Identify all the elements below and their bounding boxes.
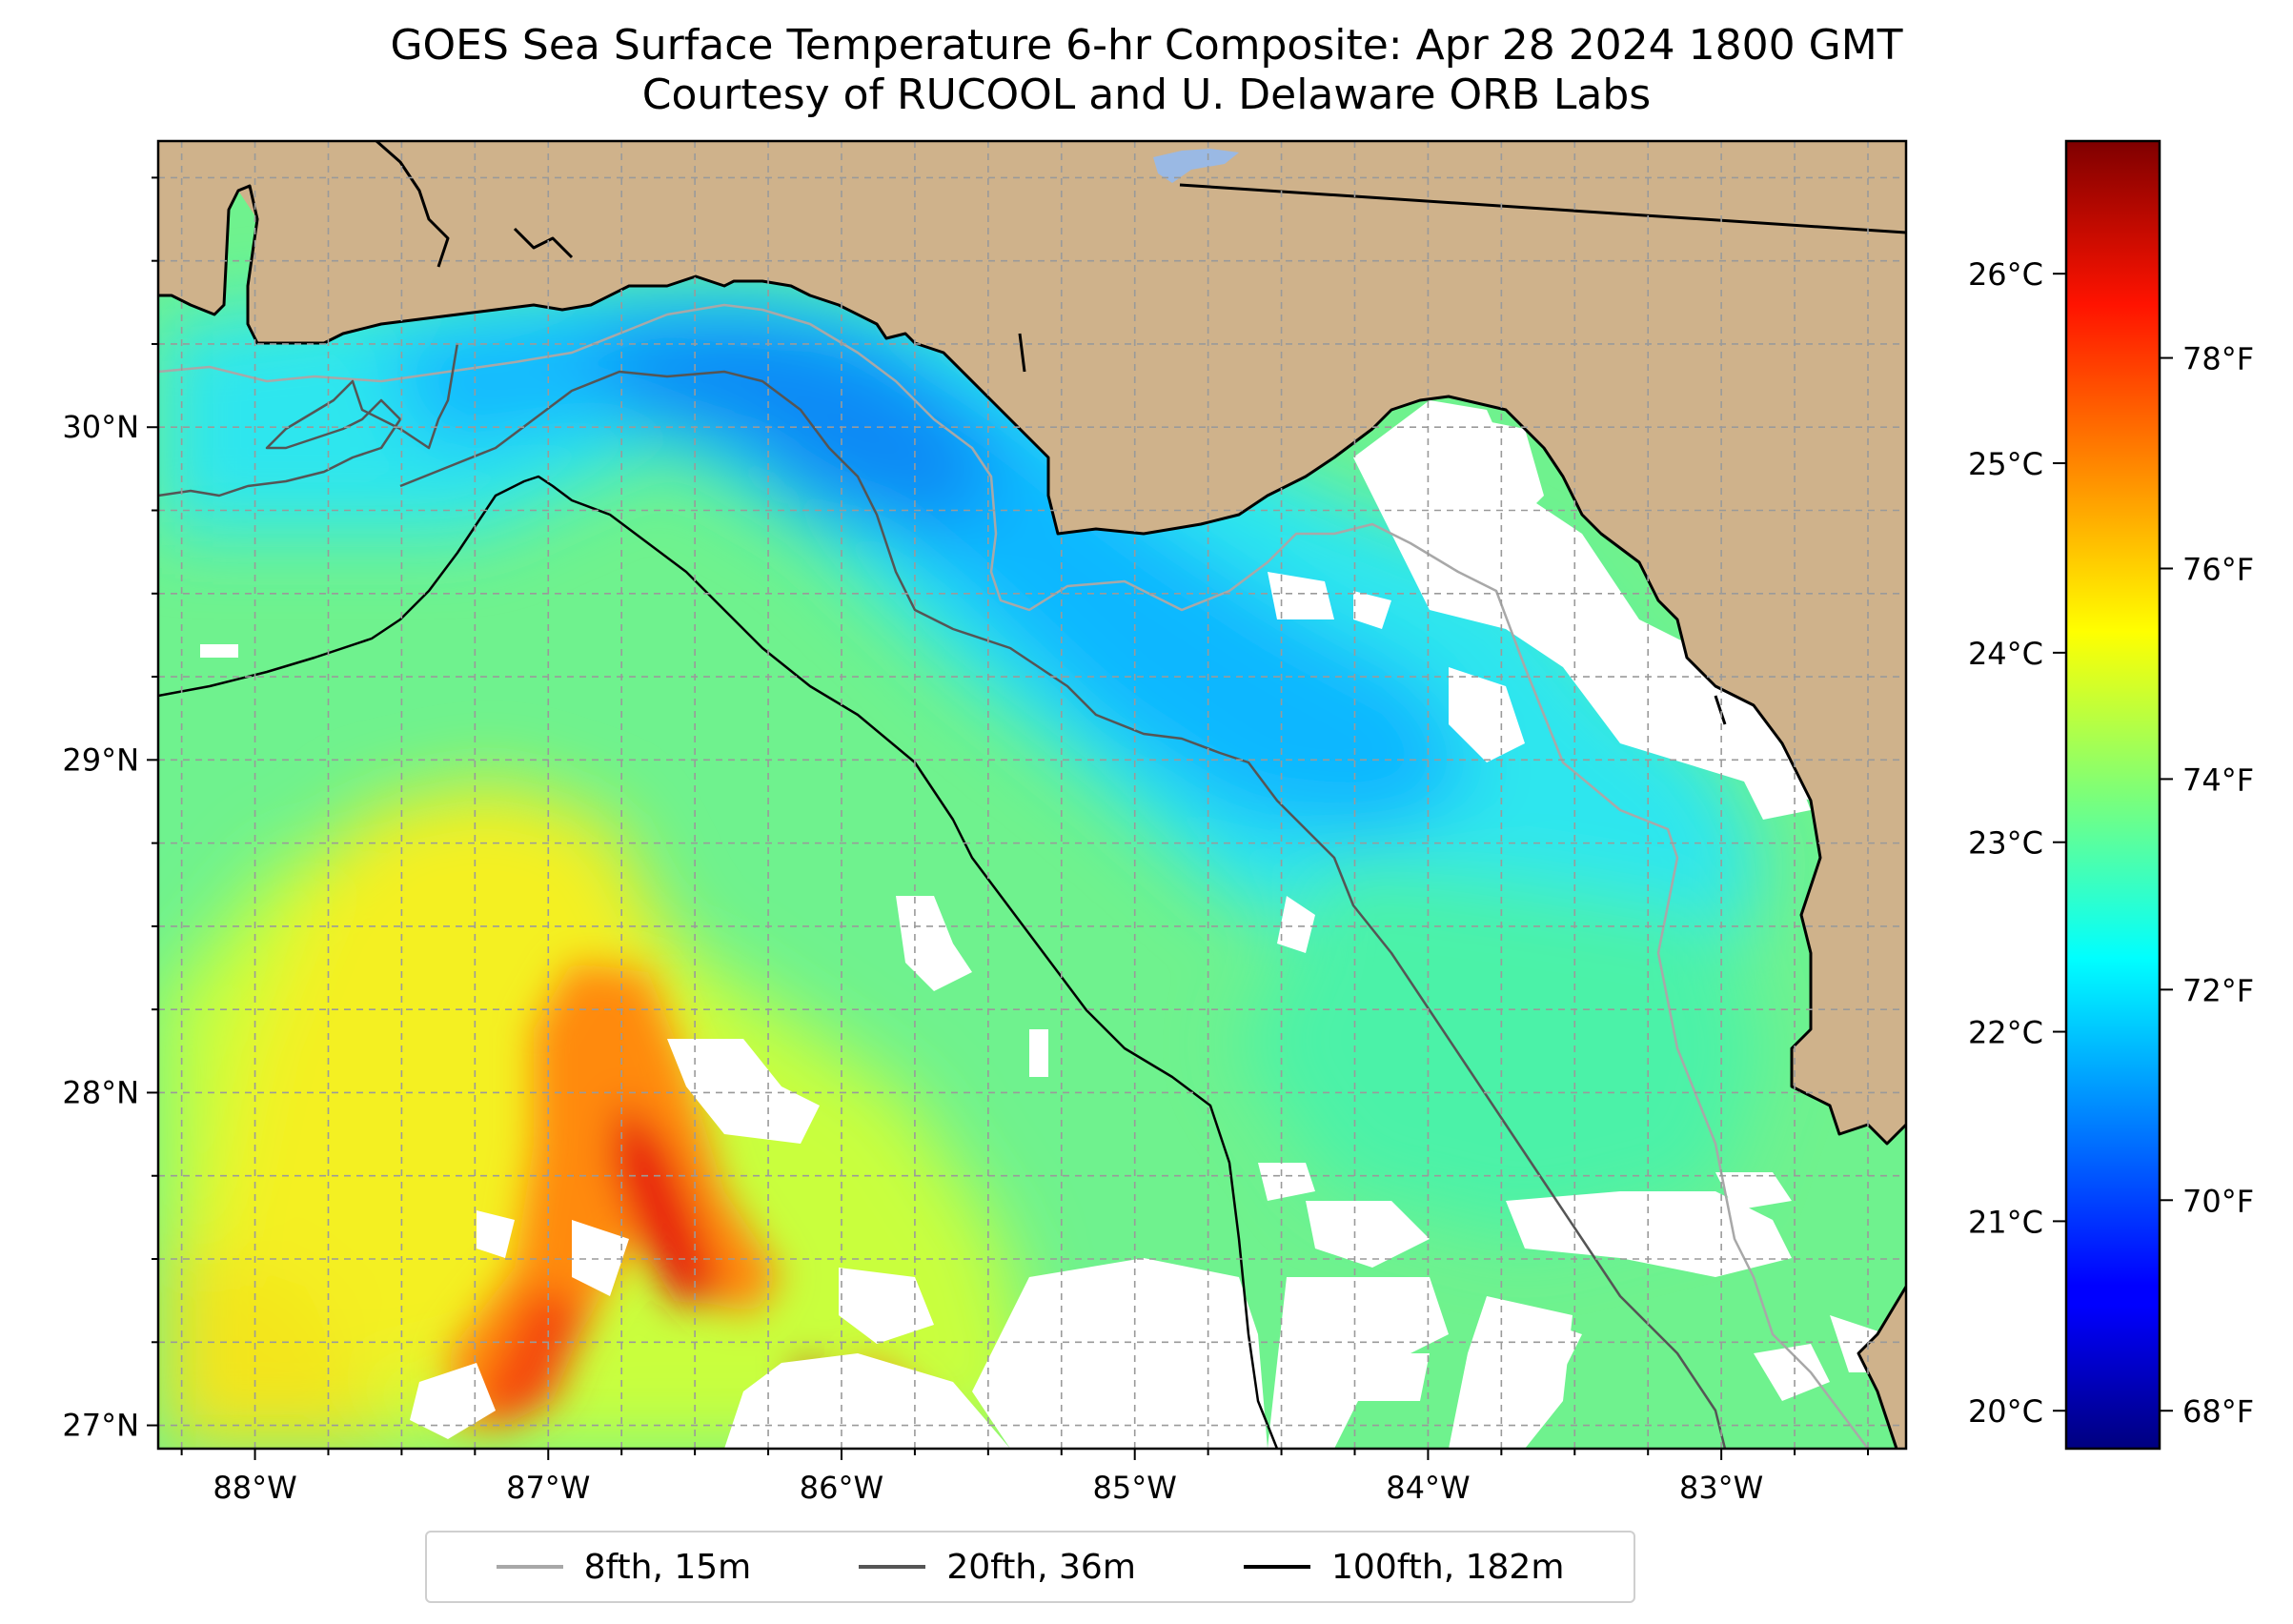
contour-15m — [158, 303, 1869, 1449]
gridlines — [158, 141, 1906, 1449]
map-title: GOES Sea Surface Temperature 6-hr Compos… — [0, 21, 2293, 120]
legend-line-swatch — [859, 1565, 926, 1569]
land-southeast — [1858, 1287, 1906, 1449]
lon-tick-label: 86°W — [800, 1470, 883, 1506]
legend-item: 20fth, 36m — [859, 1548, 1136, 1587]
colorbar-ticks — [2053, 273, 2173, 1412]
state-border — [1179, 183, 1906, 234]
contour-182m — [158, 475, 1279, 1449]
legend-item: 100fth, 182m — [1244, 1548, 1564, 1587]
lon-tick-label: 85°W — [1093, 1470, 1177, 1506]
celsius-tick-label: 26°C — [1968, 256, 2043, 293]
fahrenheit-tick-label: 68°F — [2182, 1393, 2254, 1430]
depth-contours — [158, 303, 1869, 1449]
celsius-tick-label: 22°C — [1968, 1015, 2043, 1051]
fahrenheit-tick-label: 78°F — [2182, 341, 2254, 377]
lon-tick-label: 84°W — [1386, 1470, 1470, 1506]
lake — [1153, 149, 1239, 183]
sst-map — [158, 141, 1906, 1449]
axis-labels: 88°W 87°W 86°W 85°W 84°W 83°W 27°N 28°N 29°N 30°N — [62, 409, 1763, 1506]
legend-line-swatch — [1244, 1565, 1311, 1569]
title-line-2: Courtesy of RUCOOL and U. Delaware ORB L… — [641, 71, 1652, 119]
lon-tick-label: 88°W — [213, 1470, 296, 1506]
celsius-tick-label: 23°C — [1968, 825, 2043, 862]
lat-tick-label: 29°N — [62, 741, 139, 778]
sst-warm-southwest — [162, 1239, 400, 1449]
map-frame — [156, 139, 1908, 1451]
colorbar-labels: 20°C 21°C 22°C 23°C 24°C 25°C 26°C 68°F 70°F 72°F… — [1968, 256, 2254, 1430]
celsius-tick-label: 24°C — [1968, 636, 2043, 672]
legend-label: 8fth, 15m — [583, 1547, 752, 1587]
contour-36m-coast — [158, 342, 459, 497]
title-line-1: GOES Sea Surface Temperature 6-hr Compos… — [390, 21, 1903, 70]
legend-item: 8fth, 15m — [496, 1547, 752, 1587]
legend: 8fth, 15m 20fth, 36m 100fth, 182m — [425, 1531, 1635, 1603]
fahrenheit-tick-label: 74°F — [2182, 761, 2254, 798]
fahrenheit-tick-label: 76°F — [2182, 551, 2254, 587]
land-mass — [158, 141, 1906, 1144]
contour-36m — [399, 370, 1727, 1449]
celsius-tick-label: 25°C — [1968, 446, 2043, 482]
land-areas — [158, 141, 1906, 1449]
legend-label: 100fth, 182m — [1331, 1547, 1565, 1587]
legend-label: 20fth, 36m — [946, 1547, 1136, 1587]
sst-cold-band — [381, 295, 1477, 839]
lon-tick-label: 83°W — [1679, 1470, 1763, 1506]
no-data-areas — [200, 400, 1897, 1449]
fahrenheit-tick-label: 72°F — [2182, 972, 2254, 1008]
coastline — [158, 141, 1906, 1449]
axis-ticks — [147, 176, 1869, 1460]
sst-coldest-core — [591, 315, 1001, 534]
lat-tick-label: 30°N — [62, 409, 139, 445]
colorbar — [2064, 139, 2161, 1451]
celsius-tick-label: 20°C — [1968, 1393, 2043, 1430]
fahrenheit-tick-label: 70°F — [2182, 1183, 2254, 1219]
lon-tick-label: 87°W — [506, 1470, 590, 1506]
legend-line-swatch — [496, 1565, 563, 1569]
lat-tick-label: 28°N — [62, 1074, 139, 1110]
celsius-tick-label: 21°C — [1968, 1204, 2043, 1240]
lat-tick-label: 27°N — [62, 1408, 139, 1444]
